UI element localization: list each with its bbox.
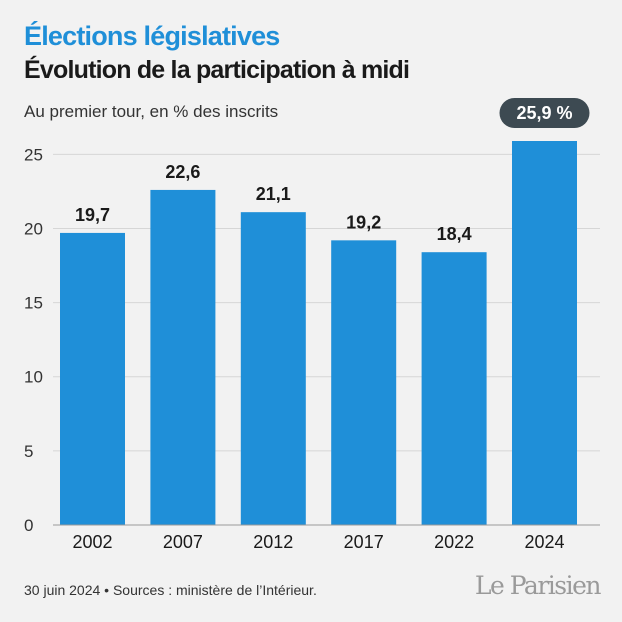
y-tick-label: 15 — [24, 294, 43, 313]
le-parisien-logo: Le Parisien — [474, 571, 602, 600]
data-label: 18,4 — [437, 224, 472, 244]
bar-chart: 0 5 10 15 20 25 2002 19,7 2007 22,6 2012 21,1 2017 19… — [24, 98, 600, 552]
unit-note: Au premier tour, en % des inscrits — [24, 102, 279, 121]
bar — [150, 189, 216, 525]
y-tick-label: 5 — [24, 442, 33, 461]
x-tick-label: 2007 — [163, 532, 203, 552]
data-label: 21,1 — [256, 184, 291, 204]
y-tick-label: 25 — [24, 145, 43, 164]
x-tick-label: 2012 — [253, 532, 293, 552]
x-tick-label: 2017 — [344, 532, 384, 552]
bar — [512, 141, 577, 525]
bar — [60, 232, 125, 525]
bar — [331, 240, 397, 525]
data-label: 19,2 — [346, 212, 381, 232]
bar — [421, 252, 487, 526]
chart-subtitle: Évolution de la participation à midi — [24, 56, 410, 84]
chart-title: Élections législatives — [24, 21, 280, 51]
y-tick-label: 10 — [24, 368, 43, 387]
highlight-label-pill — [499, 98, 590, 128]
data-label: 25,9 % — [516, 103, 572, 123]
x-tick-label: 2024 — [524, 532, 564, 552]
data-label: 22,6 — [165, 162, 200, 182]
y-tick-label: 0 — [24, 516, 33, 535]
y-tick-label: 20 — [24, 219, 43, 238]
data-label: 19,7 — [75, 205, 110, 225]
x-tick-label: 2022 — [434, 532, 474, 552]
x-tick-label: 2002 — [72, 532, 112, 552]
source-note: 30 juin 2024 • Sources : ministère de l’… — [24, 582, 317, 598]
bar — [240, 212, 306, 525]
